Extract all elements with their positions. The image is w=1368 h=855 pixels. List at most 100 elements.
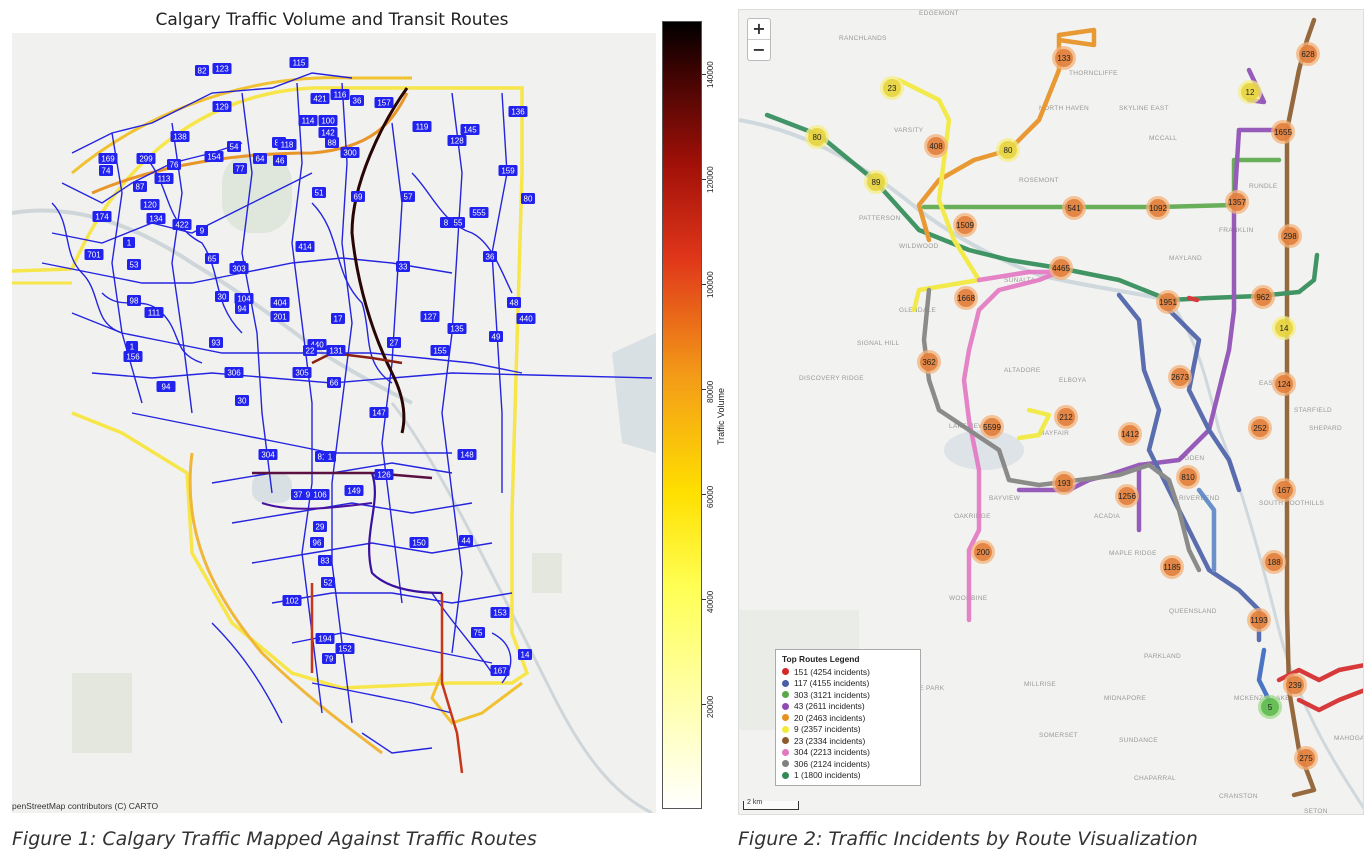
incident-cluster-count: 1655 [1274,128,1292,137]
route-label-box [325,137,339,148]
incident-cluster-marker[interactable] [1179,468,1197,486]
incident-cluster-marker[interactable] [1057,408,1075,426]
route-label-text: 64 [256,155,265,164]
route-label-box [490,607,510,618]
route-label-text: 1 [328,453,333,462]
legend-swatch [782,748,789,756]
route-label-text: 57 [404,193,413,202]
incident-cluster-count: 193 [1057,479,1071,488]
incident-cluster-marker[interactable] [808,128,826,146]
incident-cluster-marker[interactable] [1254,288,1272,306]
place-label: MAPLE RIDGE [1109,550,1157,557]
incident-cluster-marker[interactable] [1275,319,1293,337]
incident-cluster-marker[interactable] [1250,611,1268,629]
incident-cluster-marker[interactable] [1055,474,1073,492]
zoom-control: + − [747,18,771,61]
incident-cluster-count: 1092 [1149,204,1167,213]
route-label-text: 69 [354,193,363,202]
route-label-text: 149 [347,487,361,496]
incident-cluster-marker[interactable] [1275,481,1293,499]
incident-cluster-marker[interactable] [1228,193,1246,211]
route-label-box [447,323,467,334]
incident-cluster-marker[interactable] [883,79,901,97]
route-label-text: 83 [321,557,330,566]
incident-cluster-marker[interactable] [1299,45,1317,63]
incident-cluster-marker[interactable] [1159,293,1177,311]
route-label-text: 136 [511,108,525,117]
route-label-text: 54 [230,143,239,152]
route-label-text: 115 [293,59,306,68]
route-label-box [324,451,336,462]
incident-cluster-marker[interactable] [1052,259,1070,277]
route-label-text: 414 [298,243,312,252]
route-label-text: 306 [227,369,241,378]
route-label-text: 53 [130,261,139,270]
incident-cluster-marker[interactable] [1275,375,1293,393]
incident-cluster-marker[interactable] [1261,698,1279,716]
incident-cluster-marker[interactable] [1118,487,1136,505]
route-label-box [374,469,394,480]
incident-cluster-marker[interactable] [957,289,975,307]
route-label-text: 701 [87,251,101,260]
place-label: STARFIELD [1294,407,1332,414]
colorbar-tick-label: 100000 [706,270,715,298]
place-label: MAHOGANY [1334,735,1364,742]
colorbar-label: Traffic Volume [716,387,726,445]
incident-cluster-marker[interactable] [974,543,992,561]
incident-cluster-marker[interactable] [1286,676,1304,694]
place-label: QUEENSLAND [1169,608,1217,615]
route-label-text: 22 [306,347,315,356]
route-label-box [318,555,332,566]
incident-cluster-marker[interactable] [1251,419,1269,437]
route-label-text: 36 [353,97,362,106]
route-label-box [98,153,118,164]
route-label-text: 48 [510,299,519,308]
incident-cluster-marker[interactable] [1121,425,1139,443]
incident-cluster-marker[interactable] [1241,83,1259,101]
route-label-text: 155 [433,347,447,356]
route-label-text: 9 [306,491,311,500]
incidents-map[interactable]: + − EDGEMONT RANCHLANDS THORNCLIFFE SKYLINE… [738,9,1364,815]
route-label-box [229,263,249,274]
incident-cluster-marker[interactable] [1065,199,1083,217]
route-label-text: 440 [519,315,533,324]
incident-cluster-marker[interactable] [1281,227,1299,245]
route-label-text: 33 [399,263,408,272]
zoom-in-button[interactable]: + [748,19,770,40]
incident-cluster-marker[interactable] [1163,558,1181,576]
route-label-box [291,489,305,500]
route-label-text: 303 [232,265,246,274]
place-label: PARKLAND [1144,653,1181,660]
incident-cluster-marker[interactable] [999,141,1017,159]
place-label: OGDEN [1179,455,1204,462]
route-label-box [204,151,224,162]
legend-label: 43 (2611 incidents) [794,701,865,712]
zoom-out-button[interactable]: − [752,40,766,59]
route-label-box [167,159,181,170]
incident-cluster-marker[interactable] [867,173,885,191]
route-label-box [170,131,190,142]
incident-cluster-marker[interactable] [1149,199,1167,217]
traffic-volume-map[interactable]: 82 123 115 421 116 36 157 129 114 100 142 119 145 136… [12,33,656,813]
incident-cluster-marker[interactable] [1274,123,1292,141]
scale-bar: 2 km [743,799,799,810]
place-label: SOMERSET [1039,732,1078,739]
colorbar-tickmark [702,493,706,495]
incident-cluster-marker[interactable] [1265,553,1283,571]
place-label: GLENDALE [899,307,936,314]
incident-cluster-marker[interactable] [927,137,945,155]
place-label: ALTADORE [1004,367,1041,374]
place-label: FRANKLIN [1219,227,1254,234]
incident-cluster-marker[interactable] [1171,368,1189,386]
route-label-text: 27 [390,339,399,348]
incident-cluster-marker[interactable] [920,353,938,371]
incident-cluster-marker[interactable] [983,418,1001,436]
route-label-box [289,57,309,68]
incident-cluster-count: 200 [976,548,990,557]
incident-cluster-marker[interactable] [956,216,974,234]
legend-title: Top Routes Legend [782,654,860,664]
place-label: CHAPARRAL [1134,775,1176,782]
incident-cluster-marker[interactable] [1055,49,1073,67]
route-label-text: 120 [143,201,157,210]
incident-cluster-marker[interactable] [1297,749,1315,767]
